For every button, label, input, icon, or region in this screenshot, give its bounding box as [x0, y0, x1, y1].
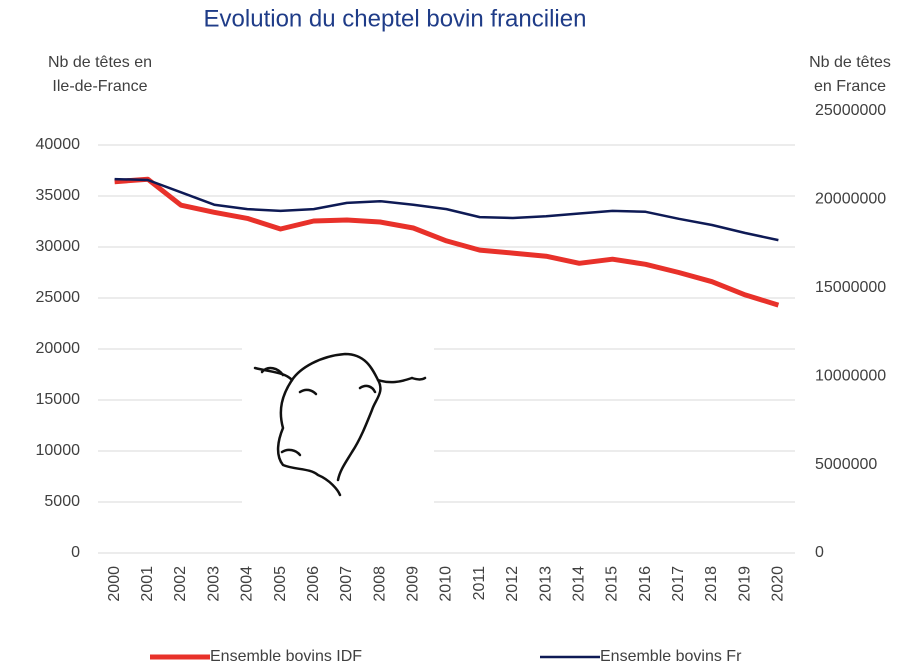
- y-axis-label: Ile-de-France: [52, 78, 147, 95]
- y-tick-label: 20000: [36, 340, 81, 357]
- y2-tick-label: 0: [815, 544, 824, 561]
- page: {"chart_data": {"type": "line", "title":…: [0, 0, 923, 671]
- x-tick-label: 2010: [438, 566, 455, 602]
- y-tick-label: 0: [71, 544, 80, 561]
- grid: [98, 145, 795, 553]
- x-tick-label: 2001: [139, 566, 156, 602]
- x-tick-label: 2006: [305, 566, 322, 602]
- y-tick-label: 35000: [36, 187, 81, 204]
- series-line: [115, 179, 779, 305]
- x-tick-label: 2008: [371, 566, 388, 602]
- x-tick-label: 2018: [703, 566, 720, 602]
- y-tick-label: 10000: [36, 442, 81, 459]
- x-tick-label: 2002: [172, 566, 189, 602]
- x-tick-label: 2014: [570, 566, 587, 602]
- chart: Evolution du cheptel bovin francilien Nb…: [0, 0, 923, 671]
- x-tick-label: 2015: [604, 566, 621, 602]
- y-tick-label: 25000: [36, 289, 81, 306]
- x-tick-label: 2009: [405, 566, 422, 602]
- series-line: [115, 179, 779, 240]
- x-tick-label: 2007: [338, 566, 355, 602]
- x-tick-label: 2020: [770, 566, 787, 602]
- y-tick-label: 5000: [44, 493, 80, 510]
- y-tick-label: 30000: [36, 238, 81, 255]
- y-axis-label: Nb de têtes en: [48, 54, 152, 71]
- x-tick-label: 2019: [736, 566, 753, 602]
- plot-area: [115, 179, 779, 305]
- x-tick-label: 2017: [670, 566, 687, 602]
- x-tick-label: 2004: [239, 566, 256, 602]
- y2-tick-label: 5000000: [815, 456, 877, 473]
- y-tick-label: 40000: [36, 136, 81, 153]
- x-tick-label: 2000: [106, 566, 123, 602]
- chart-title: Evolution du cheptel bovin francilien: [204, 5, 587, 32]
- legend-label: Ensemble bovins Fr: [600, 648, 742, 665]
- y-tick-label: 15000: [36, 391, 81, 408]
- y2-axis-label: en France: [814, 78, 886, 95]
- x-tick-label: 2011: [471, 566, 488, 601]
- x-tick-label: 2012: [504, 566, 521, 602]
- y2-tick-label: 15000000: [815, 279, 886, 296]
- y2-tick-label: 20000000: [815, 191, 886, 208]
- x-tick-label: 2003: [205, 566, 222, 602]
- x-tick-label: 2016: [637, 566, 654, 602]
- y2-axis-label: Nb de têtes: [809, 54, 891, 71]
- cow-illustration: [242, 340, 434, 505]
- legend-label: Ensemble bovins IDF: [210, 648, 362, 665]
- x-tick-label: 2005: [272, 566, 289, 602]
- y2-tick-label: 10000000: [815, 367, 886, 384]
- x-tick-label: 2013: [537, 566, 554, 602]
- y2-tick-label: 25000000: [815, 102, 886, 119]
